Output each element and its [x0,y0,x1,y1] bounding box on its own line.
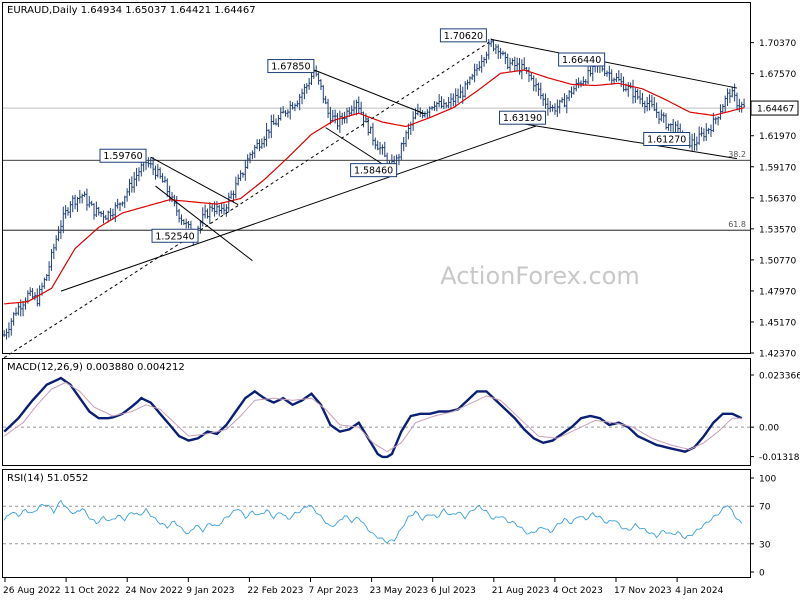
price-label-text: 1.59760 [103,151,142,162]
price-label-text: 1.67850 [271,62,310,73]
price-label-text: 1.61270 [647,134,686,145]
date-tick-label: 6 Jul 2023 [431,586,476,596]
price-bars [2,38,746,340]
rsi-tick-label: 0 [759,569,765,579]
trendline [313,69,426,115]
trendlines [3,38,738,359]
macd-panel-frame [2,358,751,466]
price-label-box [99,148,147,163]
watermark: ActionForex.com [440,262,640,290]
fib-level-label: 38.2 [728,150,746,159]
price-tick-label: 1.56370 [759,194,796,204]
price-label-box [643,131,691,146]
date-tick-label: 11 Oct 2022 [64,586,120,596]
price-tick-label: 1.53570 [759,225,796,235]
rsi-panel-frame [2,469,751,578]
price-label-box [558,52,606,67]
price-tick-label: 1.50770 [759,256,796,266]
current-price-label: 1.64467 [757,105,794,115]
price-label-box [151,228,199,243]
price-label-box [267,59,315,74]
macd-tick-label: -0.013186 [759,453,800,463]
macd-line [3,376,743,459]
price-axis: 1.703701.675701.647701.619701.591701.563… [750,39,799,360]
price-annotations: 1.70620 1.67850 1.66440 1.63190 1.61270 1.597… [99,28,691,243]
fib-level-label: 61.8 [728,220,746,229]
date-tick-label: 22 Feb 2023 [247,586,303,596]
trendline [3,38,494,359]
macd-lines [3,376,750,459]
price-label-text: 1.63190 [503,113,542,124]
moving-average-line [4,69,745,305]
date-tick-label: 24 Nov 2022 [125,586,183,596]
moving-average [4,69,745,305]
price-tick-label: 1.67570 [759,70,796,80]
macd-signal-line [3,381,742,453]
price-label-text: 1.58460 [354,166,393,177]
price-label-text: 1.70620 [444,31,483,42]
price-label-box [350,163,398,178]
price-panel-title: EURAUD,Daily 1.64934 1.65037 1.64421 1.6… [7,5,256,16]
date-tick-label: 4 Oct 2023 [553,586,603,596]
trendline [519,122,738,160]
price-label-box [499,110,547,125]
macd-axis: 0.023366 0.00 -0.013186 [750,371,800,463]
rsi-tick-label: 70 [759,503,771,513]
price-label-box [439,28,487,43]
macd-panel-title: MACD(12,26,9) 0.003880 0.004212 [7,362,185,373]
trendline [155,185,253,262]
date-tick-label: 9 Jan 2023 [186,586,234,596]
date-tick-label: 23 May 2023 [370,586,429,596]
rsi-tick-label: 100 [759,475,776,485]
date-tick-label: 21 Aug 2023 [492,586,550,596]
date-tick-label: 7 Apr 2023 [309,586,359,596]
price-label-text: 1.66440 [562,55,601,66]
price-tick-label: 1.70370 [759,39,796,49]
price-tick-label: 1.42370 [759,350,796,360]
rsi-line [3,499,743,544]
rsi-lines [3,499,750,545]
date-axis: 26 Aug 2022 11 Oct 2022 24 Nov 2022 9 Jan 2… [3,577,724,596]
trendline [325,127,390,170]
date-tick-label: 17 Nov 2023 [614,586,672,596]
rsi-axis: 100 70 30 0 [750,475,776,579]
price-panel-frame [2,2,751,354]
price-label-text: 1.52540 [155,231,194,242]
rsi-tick-label: 30 [759,540,771,550]
date-tick-label: 26 Aug 2022 [3,586,61,596]
macd-tick-label: 0.00 [759,424,779,434]
trendline [150,156,239,206]
current-price-box [750,100,799,116]
trendline [491,38,738,89]
date-tick-label: 4 Jan 2024 [675,586,723,596]
price-tick-label: 1.47970 [759,287,796,297]
trendline [60,125,537,292]
price-tick-label: 1.61970 [759,132,796,142]
price-tick-label: 1.45170 [759,318,796,328]
macd-tick-label: 0.023366 [759,371,800,381]
rsi-panel-title: RSI(14) 51.0552 [7,473,88,484]
price-tick-label: 1.59170 [759,163,796,173]
